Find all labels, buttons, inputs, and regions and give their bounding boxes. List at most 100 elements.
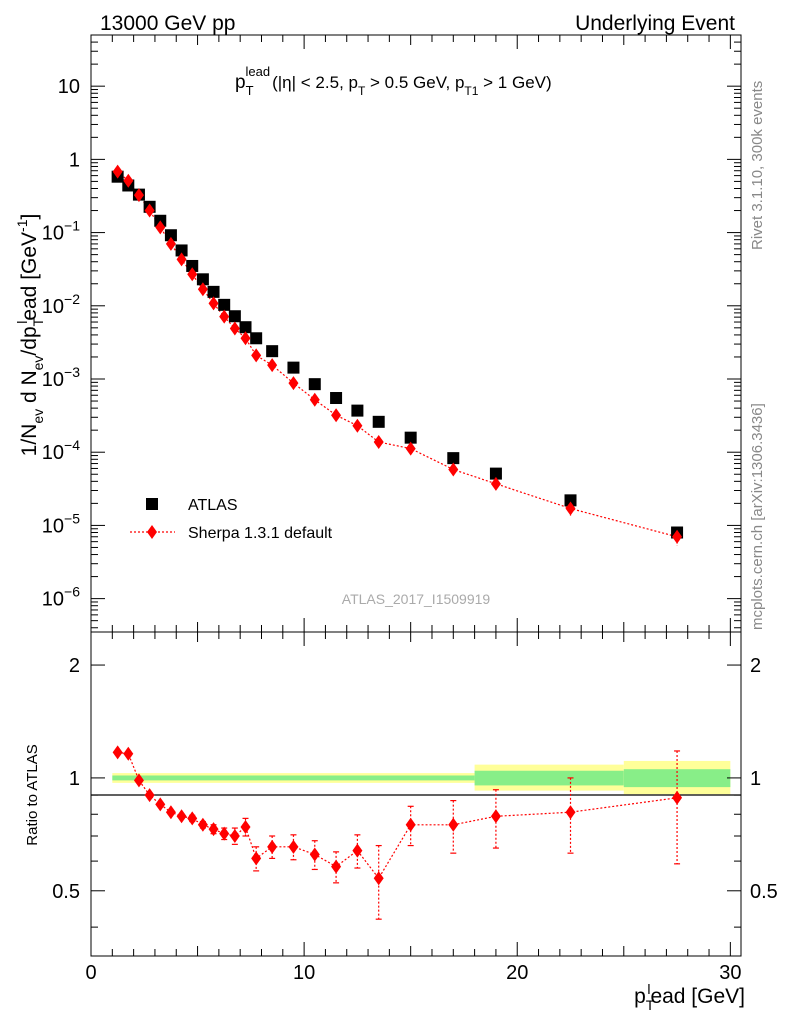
ratio-point	[176, 809, 187, 824]
main-ytick-label: 10−5	[42, 510, 80, 537]
legend-sherpa-marker	[147, 525, 157, 539]
xtick-label: 10	[293, 962, 315, 984]
header-left: 13000 GeV pp	[100, 12, 235, 35]
sherpa-point	[288, 376, 299, 391]
ratio-point	[672, 790, 683, 805]
ratio-band-inner	[623, 769, 731, 788]
ratio-point	[267, 839, 278, 854]
ratio-ylabel: Ratio to ATLAS	[24, 744, 41, 845]
ratio-series	[112, 745, 683, 920]
ratio-point	[208, 822, 219, 837]
atlas-point	[330, 392, 343, 405]
rivet-label: Rivet 3.1.10, 300k events	[749, 81, 766, 250]
ratio-ytick-label-left: 2	[69, 655, 80, 677]
ratio-ytick-label-right: 1	[750, 768, 761, 790]
ratio-tick-labels: 0.5 0.51 12 20 10 20 30	[52, 655, 778, 984]
sherpa-point	[112, 164, 123, 179]
xtick-label: 0	[85, 962, 96, 984]
xtick-label: 30	[719, 962, 741, 984]
sherpa-line	[117, 171, 678, 538]
ratio-point	[490, 809, 501, 824]
main-series	[111, 164, 684, 546]
atlas-point	[404, 431, 417, 444]
atlas-point	[164, 229, 177, 242]
atlas-point	[218, 298, 231, 311]
ratio-point	[331, 859, 342, 874]
ratio-bands	[112, 760, 731, 795]
ratio-panel: 0.5 0.51 12 20 10 20 30 Ratio to ATLAS	[24, 631, 778, 984]
sherpa-point	[144, 203, 155, 218]
mcplots-label: mcplots.cern.ch [arXiv:1306.3436]	[749, 403, 766, 630]
ratio-band-inner	[474, 770, 624, 786]
ratio-point	[219, 826, 230, 841]
ratio-ytick-label-right: 2	[750, 655, 761, 677]
atlas-point	[207, 285, 220, 298]
sherpa-point	[176, 252, 187, 267]
sherpa-point	[229, 321, 240, 336]
atlas-point	[372, 415, 385, 428]
sherpa-point	[187, 267, 198, 282]
sherpa-point	[331, 408, 342, 423]
atlas-point	[447, 452, 460, 465]
sherpa-point	[208, 296, 219, 311]
sherpa-point	[490, 476, 501, 491]
xlabel: pTlead [GeV]	[634, 981, 745, 1013]
main-ytick-label: 10−6	[42, 584, 80, 611]
main-ytick-label: 10−1	[42, 218, 80, 245]
ratio-point	[448, 817, 459, 832]
atlas-point	[239, 321, 252, 334]
ratio-point	[565, 805, 576, 820]
legend-atlas-marker	[146, 498, 158, 510]
atlas-point	[196, 273, 209, 286]
main-ytick-label: 10	[58, 76, 80, 98]
sherpa-point	[267, 358, 278, 373]
sherpa-point	[565, 501, 576, 516]
sherpa-point	[309, 392, 320, 407]
atlas-point	[489, 467, 502, 480]
main-ytick-label: 10−3	[42, 364, 80, 391]
ratio-frame	[90, 631, 742, 957]
ratio-point	[288, 839, 299, 854]
ratio-band-inner	[112, 775, 475, 781]
ratio-point	[373, 871, 384, 886]
ratio-point	[309, 847, 320, 862]
sherpa-point	[672, 529, 683, 544]
ratio-point	[405, 817, 416, 832]
ratio-point	[251, 851, 262, 866]
main-ytick-label: 10−4	[42, 437, 80, 464]
sherpa-point	[155, 220, 166, 235]
ratio-point	[352, 843, 363, 858]
header-right: Underlying Event	[575, 12, 735, 35]
main-ytick-labels: 10 1 10−1 10−2 10−3 10−4 10−5 10−6	[42, 76, 80, 610]
analysis-watermark: ATLAS_2017_I1509919	[342, 591, 491, 607]
main-panel: 10 1 10−1 10−2 10−3 10−4 10−5 10−6 pTlead(|η| <…	[14, 34, 742, 633]
atlas-point	[250, 332, 263, 345]
ratio-point	[123, 746, 134, 761]
sherpa-point	[405, 441, 416, 456]
sherpa-point	[219, 309, 230, 324]
sherpa-point	[448, 462, 459, 477]
sherpa-point	[133, 188, 144, 203]
ratio-point	[240, 819, 251, 834]
atlas-point	[308, 378, 321, 391]
sherpa-point	[165, 236, 176, 251]
ratio-point	[144, 788, 155, 803]
atlas-point	[266, 345, 279, 358]
ratio-point	[133, 773, 144, 788]
legend: ATLAS Sherpa 1.3.1 default	[130, 497, 333, 542]
atlas-point	[175, 244, 188, 257]
legend-atlas-label: ATLAS	[188, 497, 238, 514]
ratio-point	[112, 745, 123, 760]
sherpa-point	[240, 331, 251, 346]
xtick-label: 20	[506, 962, 528, 984]
main-ticks	[90, 34, 741, 632]
ratio-point	[229, 828, 240, 843]
atlas-point	[564, 494, 577, 507]
atlas-point	[351, 404, 364, 417]
ratio-ytick-label-right: 0.5	[750, 881, 778, 903]
ratio-point	[197, 817, 208, 832]
sherpa-point	[352, 418, 363, 433]
main-ytick-label: 10−2	[42, 291, 80, 318]
sherpa-point	[197, 282, 208, 297]
